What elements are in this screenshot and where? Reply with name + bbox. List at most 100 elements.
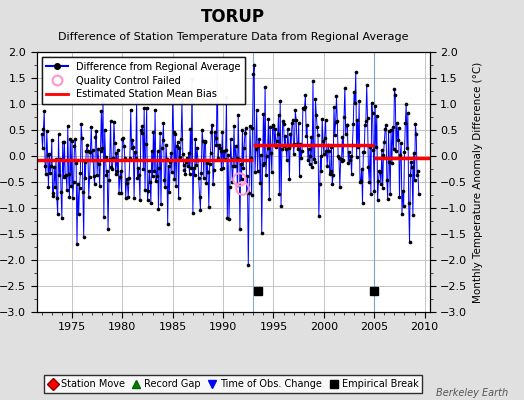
- Point: [316, 153, 325, 160]
- Point: [133, 98, 141, 104]
- Point: [289, 117, 297, 124]
- Point: [190, 164, 198, 171]
- Point: [152, 173, 161, 179]
- Point: [252, 146, 260, 152]
- Point: [190, 172, 199, 178]
- Point: [222, 146, 230, 153]
- Point: [87, 124, 95, 130]
- Point: [203, 160, 211, 166]
- Legend: Difference from Regional Average, Quality Control Failed, Estimated Station Mean: Difference from Regional Average, Qualit…: [41, 57, 245, 104]
- Point: [300, 104, 309, 110]
- Point: [247, 192, 256, 198]
- Point: [78, 134, 86, 141]
- Point: [396, 152, 405, 158]
- Point: [76, 170, 84, 176]
- Point: [116, 168, 125, 175]
- Point: [145, 168, 154, 174]
- Point: [301, 92, 310, 98]
- Point: [159, 120, 168, 127]
- Point: [187, 165, 195, 171]
- Point: [152, 178, 160, 184]
- Point: [107, 164, 116, 170]
- Point: [383, 177, 391, 183]
- Point: [204, 168, 212, 175]
- Point: [358, 200, 367, 206]
- Point: [397, 140, 406, 146]
- Point: [116, 174, 124, 181]
- Point: [287, 142, 296, 148]
- Point: [302, 132, 310, 139]
- Point: [347, 171, 356, 177]
- Point: [166, 159, 174, 166]
- Point: [263, 152, 271, 159]
- Point: [217, 166, 226, 173]
- Point: [385, 159, 394, 166]
- Point: [140, 105, 148, 112]
- Point: [340, 114, 348, 120]
- Point: [403, 144, 411, 151]
- Point: [249, 71, 257, 77]
- Point: [229, 163, 237, 170]
- Point: [342, 130, 350, 137]
- Point: [160, 176, 169, 183]
- Point: [147, 200, 155, 206]
- Point: [138, 122, 147, 129]
- Point: [257, 151, 265, 158]
- Point: [80, 234, 88, 240]
- Point: [314, 213, 323, 219]
- Point: [286, 131, 294, 137]
- Point: [348, 142, 357, 148]
- Point: [40, 107, 48, 114]
- Point: [409, 212, 417, 218]
- Point: [143, 105, 151, 111]
- Point: [151, 107, 159, 113]
- Point: [133, 175, 141, 182]
- Point: [96, 148, 105, 154]
- Point: [410, 177, 419, 184]
- Point: [67, 183, 75, 189]
- Point: [224, 152, 232, 158]
- Point: [48, 137, 56, 144]
- Point: [241, 130, 249, 136]
- Point: [245, 190, 253, 197]
- Point: [345, 148, 353, 155]
- Point: [298, 148, 306, 154]
- Point: [51, 184, 59, 190]
- Point: [272, 138, 281, 144]
- Point: [123, 179, 132, 186]
- Point: [177, 136, 185, 142]
- Point: [108, 166, 116, 172]
- Point: [109, 155, 117, 161]
- Point: [79, 189, 87, 196]
- Point: [329, 172, 337, 179]
- Point: [202, 180, 211, 186]
- Point: [65, 194, 73, 200]
- Point: [84, 194, 93, 200]
- Point: [244, 262, 253, 268]
- Point: [105, 156, 114, 162]
- Point: [384, 196, 392, 202]
- Point: [70, 143, 79, 150]
- Point: [55, 172, 63, 178]
- Point: [327, 144, 335, 150]
- Point: [395, 194, 403, 200]
- Point: [407, 158, 416, 165]
- Point: [388, 160, 396, 166]
- Point: [259, 111, 268, 118]
- Point: [179, 162, 188, 168]
- Point: [130, 195, 138, 201]
- Point: [91, 181, 99, 187]
- Point: [171, 131, 179, 137]
- Point: [402, 100, 410, 107]
- Point: [211, 135, 220, 141]
- Point: [387, 127, 395, 133]
- Point: [134, 164, 143, 171]
- Point: [100, 214, 108, 220]
- Point: [350, 89, 358, 95]
- Point: [84, 147, 92, 154]
- Point: [162, 142, 170, 148]
- Point: [103, 168, 112, 174]
- Point: [119, 134, 127, 141]
- Point: [233, 182, 242, 188]
- Point: [285, 176, 293, 182]
